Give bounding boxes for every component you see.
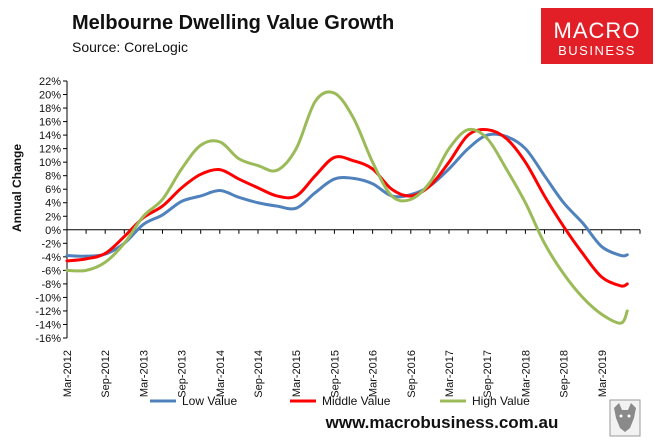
- wolf-logo: [609, 399, 641, 437]
- legend-item-high-value: High Value: [440, 394, 530, 408]
- x-tick-label: Sep-2014: [253, 350, 265, 398]
- x-tick-label: Mar-2017: [444, 350, 456, 397]
- series-line-high-value: [65, 90, 629, 325]
- logo: MACRO BUSINESS: [541, 8, 653, 64]
- y-tick-label: -12%: [35, 306, 61, 318]
- y-tick-label: 16%: [39, 117, 61, 129]
- series-line-low-value: [65, 132, 629, 258]
- y-tick-label: 14%: [39, 130, 61, 142]
- legend-label: Middle Value: [322, 394, 391, 408]
- x-tick-label: Sep-2015: [329, 350, 341, 398]
- y-tick-label: 6%: [45, 184, 61, 196]
- x-tick-label: Sep-2016: [406, 350, 418, 398]
- x-tick-label: Mar-2018: [520, 350, 532, 397]
- y-tick-label: 4%: [45, 198, 61, 210]
- y-tick-label: -8%: [41, 279, 61, 291]
- x-tick-label: Mar-2013: [138, 350, 150, 397]
- legend-item-low-value: Low Value: [150, 394, 237, 408]
- logo-line2: BUSINESS: [558, 43, 636, 58]
- y-tick-label: -16%: [35, 333, 61, 345]
- x-tick-label: Mar-2015: [291, 350, 303, 397]
- website-url: www.macrobusiness.com.au: [325, 413, 559, 432]
- axes: 22% 20%18% 16%14% 12%10% 8%6% 4%2% 0%-2% -4%-6%…: [35, 76, 641, 398]
- x-tick-label: Mar-2016: [368, 350, 380, 397]
- y-tick-label: 8%: [45, 171, 61, 183]
- y-tick-label: -14%: [35, 319, 61, 331]
- y-tick-label: 22%: [39, 76, 61, 88]
- legend-label: Low Value: [182, 394, 237, 408]
- y-tick-label: 2%: [45, 211, 61, 223]
- x-tick-label: Sep-2018: [559, 350, 571, 398]
- legend-item-middle-value: Middle Value: [290, 394, 391, 408]
- chart-subtitle: Source: CoreLogic: [72, 39, 188, 55]
- y-tick-label: 10%: [39, 157, 61, 169]
- logo-line1: MACRO: [554, 18, 641, 43]
- y-tick-label: 18%: [39, 103, 61, 115]
- y-axis-label: Annual Change: [10, 144, 24, 232]
- x-tick-label: Sep-2017: [482, 350, 494, 398]
- legend-label: High Value: [472, 394, 530, 408]
- y-tick-label: -2%: [41, 238, 61, 250]
- y-tick-label: -10%: [35, 292, 61, 304]
- y-tick-label: 12%: [39, 144, 61, 156]
- x-tick-label: Mar-2014: [215, 350, 227, 397]
- logo-background: [541, 8, 653, 64]
- series-layer: [65, 90, 629, 325]
- x-tick-label: Sep-2012: [100, 350, 112, 398]
- x-tick-label: Mar-2012: [62, 350, 74, 397]
- series-line-middle-value: [65, 128, 629, 288]
- x-tick-label: Sep-2013: [177, 350, 189, 398]
- chart-title: Melbourne Dwelling Value Growth: [72, 12, 394, 34]
- y-tick-label: 20%: [39, 90, 61, 102]
- y-tick-label: -4%: [41, 252, 61, 264]
- y-tick-label: -6%: [41, 265, 61, 277]
- y-tick-label: 0%: [45, 225, 61, 237]
- legend: Low Value Middle Value High Value: [150, 394, 530, 408]
- x-tick-label: Mar-2019: [597, 350, 609, 397]
